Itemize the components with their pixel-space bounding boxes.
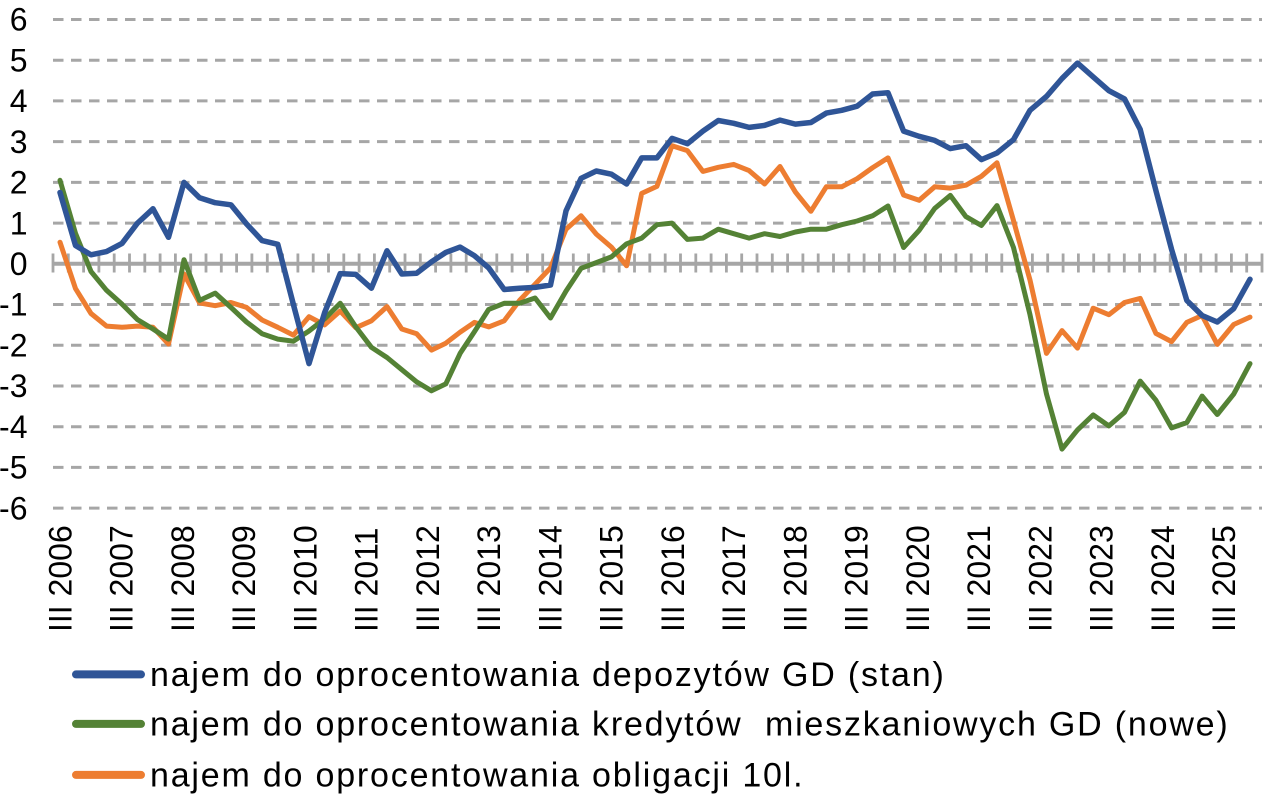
svg-text:III 2012: III 2012 — [410, 525, 446, 632]
svg-text:III 2021: III 2021 — [961, 525, 997, 632]
svg-text:III 2018: III 2018 — [777, 525, 813, 632]
svg-text:-2: -2 — [0, 327, 28, 363]
svg-text:III 2019: III 2019 — [839, 525, 875, 632]
svg-text:III 2008: III 2008 — [165, 525, 201, 632]
svg-text:III 2015: III 2015 — [594, 525, 630, 632]
svg-text:III 2013: III 2013 — [471, 525, 507, 632]
svg-text:5: 5 — [10, 42, 28, 78]
svg-text:III 2017: III 2017 — [716, 525, 752, 632]
svg-text:4: 4 — [10, 83, 28, 119]
svg-text:2: 2 — [10, 165, 28, 201]
svg-text:najem do oprocentowania kredyt: najem do oprocentowania kredytów mieszka… — [150, 706, 1230, 744]
svg-text:III 2022: III 2022 — [1023, 525, 1059, 632]
svg-text:III 2014: III 2014 — [532, 525, 568, 632]
svg-text:III 2010: III 2010 — [287, 525, 323, 632]
svg-text:III 2011: III 2011 — [349, 528, 385, 632]
svg-text:-5: -5 — [0, 450, 28, 486]
svg-text:III 2016: III 2016 — [655, 525, 691, 632]
svg-text:3: 3 — [10, 124, 28, 160]
svg-text:III 2007: III 2007 — [104, 525, 140, 632]
svg-text:III 2006: III 2006 — [42, 525, 78, 632]
svg-text:6: 6 — [10, 2, 28, 38]
svg-text:-3: -3 — [0, 368, 28, 404]
svg-text:III 2025: III 2025 — [1206, 525, 1242, 632]
svg-text:najem do oprocentowania depozy: najem do oprocentowania depozytów GD (st… — [150, 656, 946, 694]
svg-text:1: 1 — [10, 205, 28, 241]
svg-text:-1: -1 — [0, 287, 28, 323]
svg-text:III 2009: III 2009 — [226, 525, 262, 632]
svg-text:-4: -4 — [0, 409, 28, 445]
svg-text:III 2020: III 2020 — [900, 525, 936, 632]
svg-text:III 2024: III 2024 — [1145, 525, 1181, 632]
svg-text:III 2023: III 2023 — [1084, 525, 1120, 632]
svg-text:0: 0 — [10, 246, 28, 282]
svg-text:najem do oprocentowania obliga: najem do oprocentowania obligacji 10l. — [150, 757, 804, 795]
svg-text:-6: -6 — [0, 490, 28, 526]
